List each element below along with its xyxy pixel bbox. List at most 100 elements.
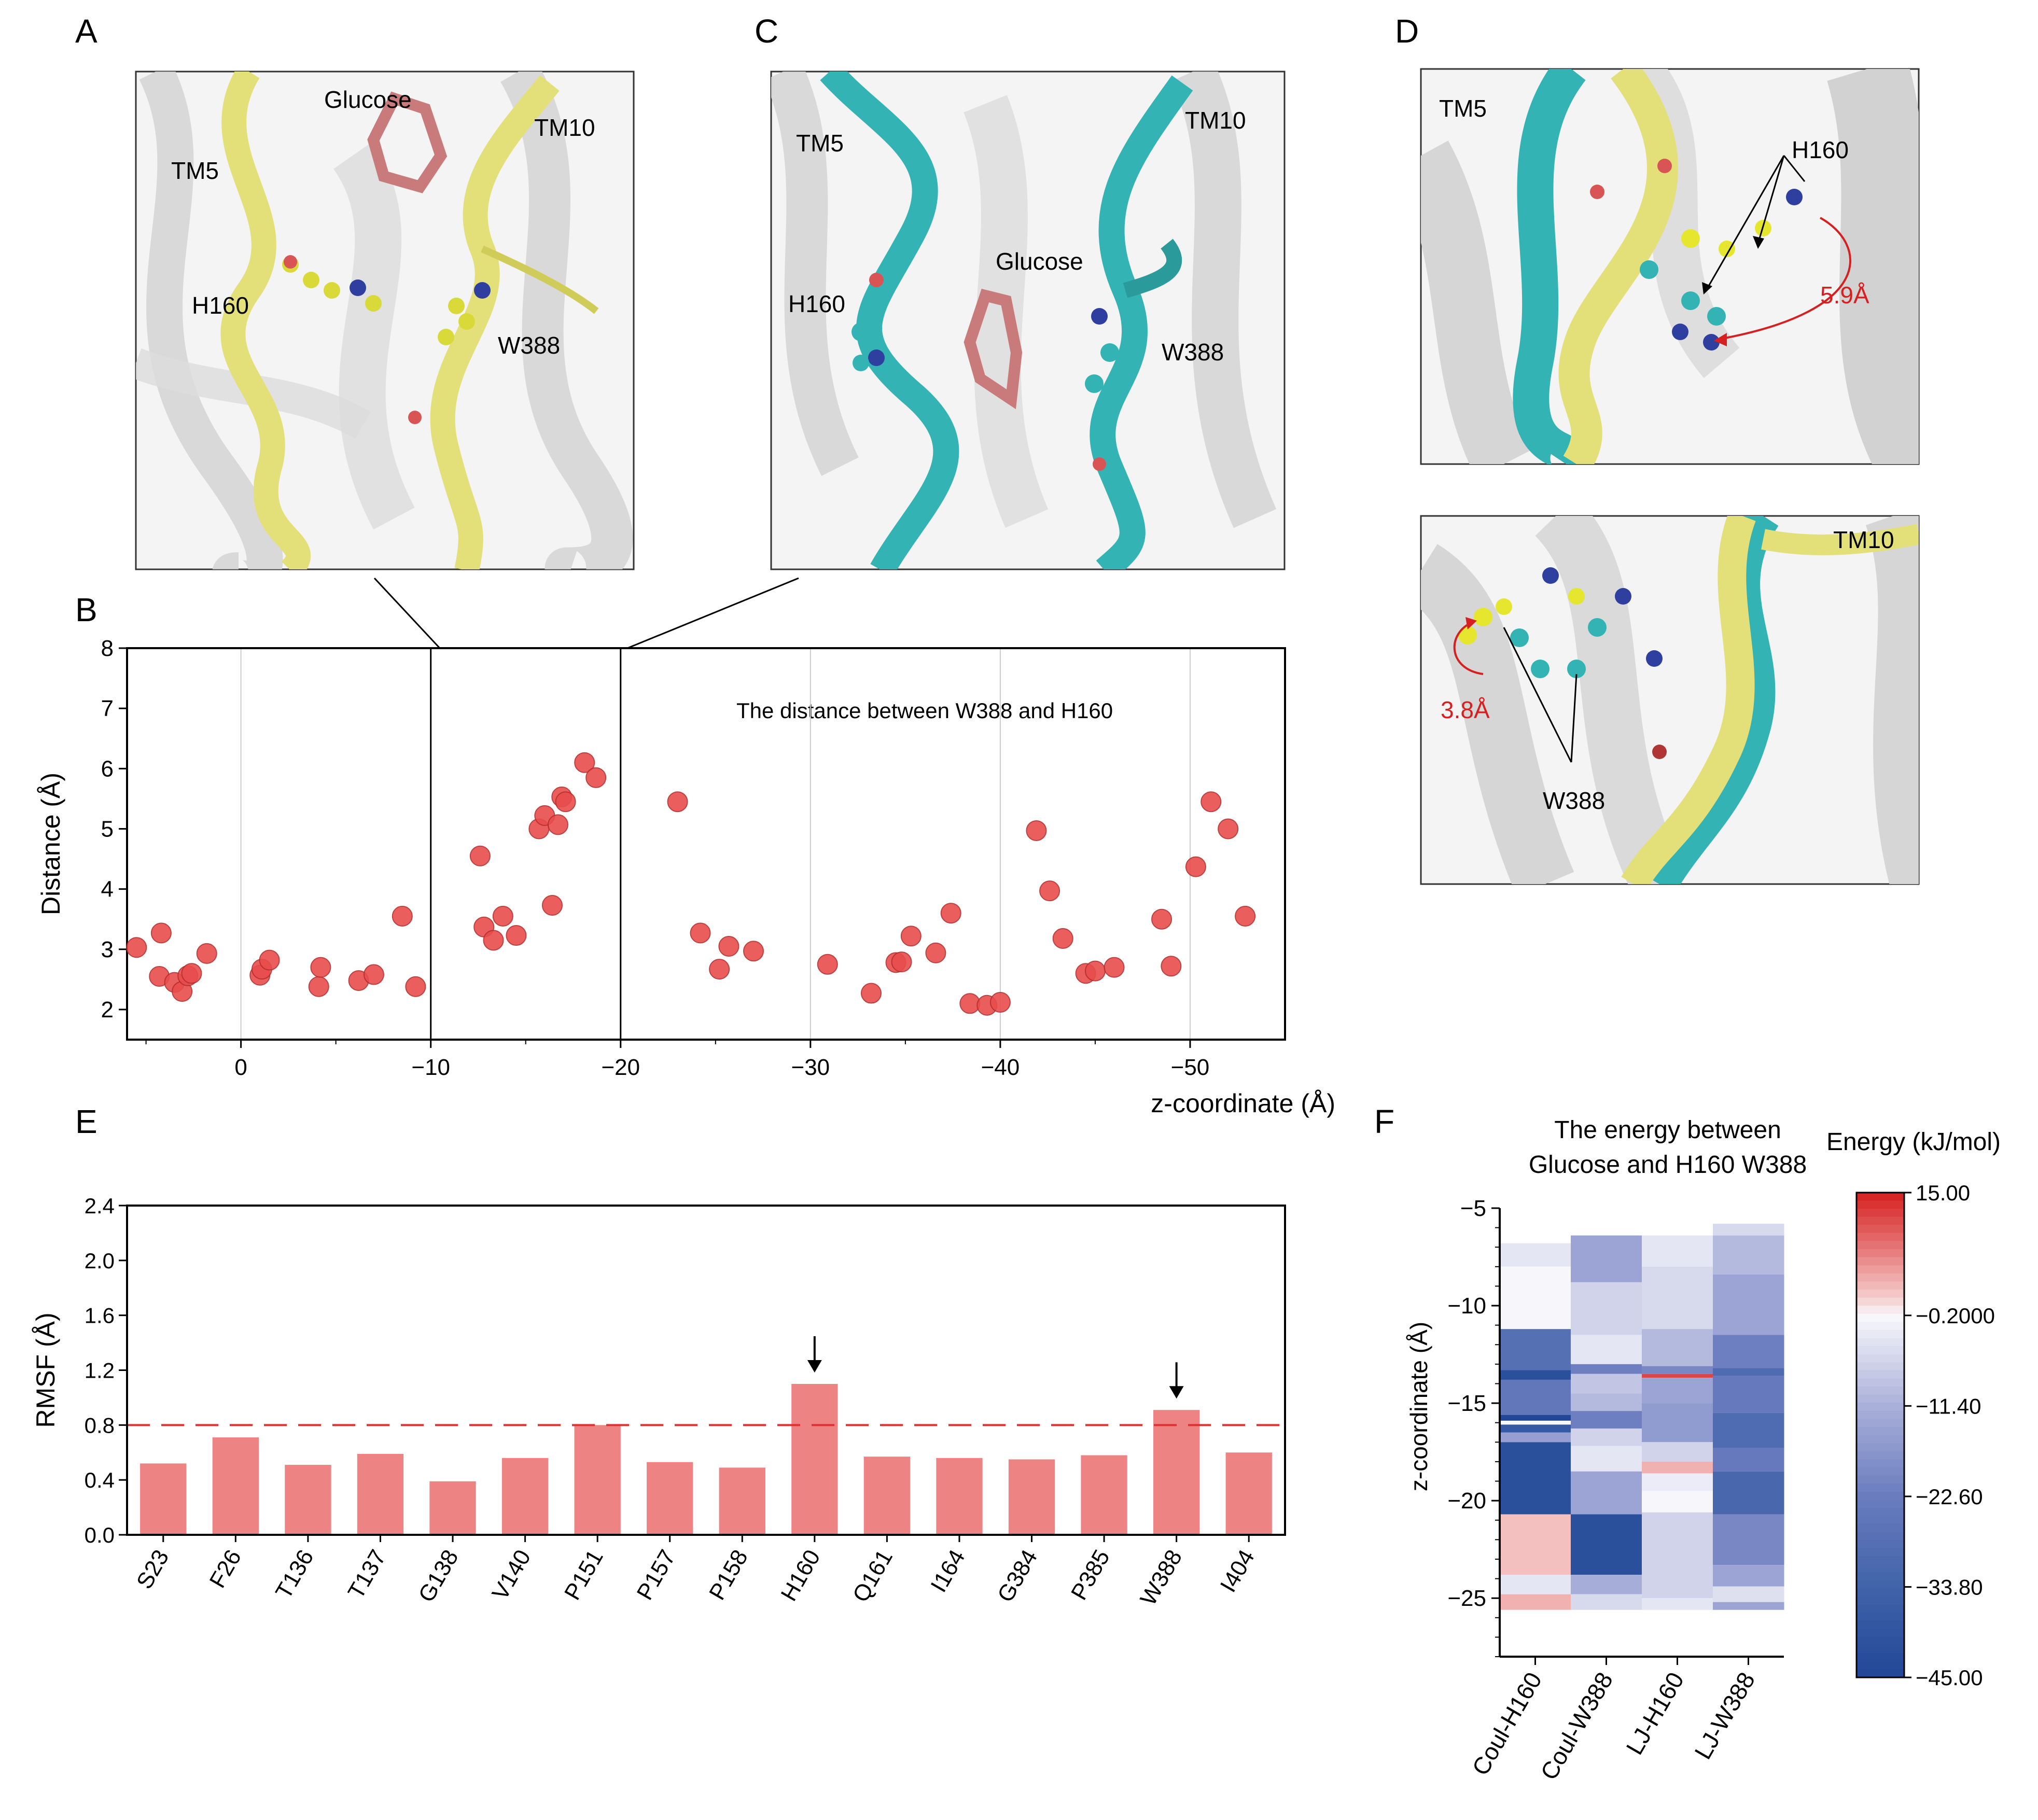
data-point	[1151, 908, 1172, 930]
heatmap-cell	[1642, 1378, 1713, 1404]
xtick-label-e: T137	[343, 1546, 392, 1603]
helix-tm10-yellow	[1621, 516, 1756, 884]
heatmap-cell	[1500, 1415, 1571, 1421]
heatmap-cell	[1571, 1393, 1642, 1411]
ytick-label-e: 2.0	[85, 1249, 115, 1273]
heatmap-cell	[1642, 1374, 1713, 1378]
colorbar-segment	[1856, 1370, 1904, 1379]
heatmap-cell	[1713, 1586, 1784, 1602]
colorbar-segment	[1856, 1387, 1904, 1395]
heatmap-cell	[1642, 1442, 1713, 1462]
xtick-label-e: P151	[560, 1546, 608, 1604]
xtick-label-e: V140	[487, 1546, 536, 1604]
data-point	[1026, 820, 1047, 841]
colorbar-segment	[1856, 1354, 1904, 1363]
data-point	[690, 922, 711, 944]
data-point	[259, 949, 280, 971]
colorbar-segment	[1856, 1338, 1904, 1347]
data-point	[310, 957, 331, 978]
arrow-icon	[1757, 155, 1785, 244]
bar-chart-e: RMSF (Å) 0.0 0.4 0.8 1.2 1.6 2.0 2.4 S23 F26 T136…	[31, 1194, 1286, 1610]
colorbar-segment	[1856, 1419, 1904, 1427]
data-point	[483, 930, 504, 951]
distance-arc-icon-d2	[1453, 621, 1484, 675]
heatmap-cell	[1571, 1374, 1642, 1394]
heatmap-cell	[1642, 1329, 1713, 1366]
colorbar-segment	[1856, 1620, 1904, 1630]
colorbar-tick-label: −0.2000	[1916, 1304, 1995, 1328]
xtick-label-e: G384	[993, 1546, 1042, 1607]
data-point	[181, 963, 202, 984]
helix-tm5-cyan	[1513, 69, 1586, 464]
heatmap-cell	[1713, 1376, 1784, 1413]
colorbar-segment	[1856, 1597, 1904, 1605]
chart-f-ylabel: z-coordinate (Å)	[1405, 1322, 1432, 1491]
heatmap-cell	[1713, 1412, 1784, 1448]
xtick-label-b: −40	[981, 1055, 1020, 1080]
chart-e-ylabel: RMSF (Å)	[31, 1312, 60, 1427]
plot-frame-b	[126, 647, 1286, 1041]
data-point	[1185, 856, 1206, 877]
colorbar-segment	[1856, 1225, 1904, 1234]
data-point	[743, 941, 764, 962]
data-point	[860, 983, 882, 1004]
ytick-label-f: −25	[1447, 1586, 1486, 1611]
colorbar-segment	[1856, 1459, 1904, 1468]
colorbar-segment	[1856, 1193, 1904, 1201]
colorbar-segment	[1856, 1467, 1904, 1476]
heatmap-cell	[1500, 1594, 1571, 1610]
label-c-tm10: TM10	[1185, 107, 1246, 134]
panel-label-b: B	[75, 591, 97, 628]
helix-tm10	[430, 75, 560, 569]
colorbar-segment	[1856, 1435, 1904, 1444]
data-point	[718, 935, 739, 957]
connector-a-b	[373, 577, 441, 649]
data-point	[308, 976, 329, 997]
bar-t137	[357, 1453, 404, 1535]
label-d-w388: W388	[1543, 787, 1605, 814]
xtick-label-e: S23	[132, 1546, 174, 1593]
data-point	[1235, 905, 1256, 927]
ytick-label-e: 1.6	[85, 1304, 115, 1328]
colorbar-segment	[1856, 1523, 1904, 1533]
colorbar-segment	[1856, 1564, 1904, 1573]
ytick-label-f: −15	[1447, 1391, 1486, 1416]
structure-panel-a: Glucose TM5 TM10 H160 W388	[135, 71, 635, 570]
colorbar-segment	[1856, 1249, 1904, 1258]
xtick-label-e: T136	[271, 1546, 319, 1603]
colorbar-segment	[1856, 1443, 1904, 1452]
colorbar-segment	[1856, 1273, 1904, 1282]
data-point	[585, 767, 607, 788]
colorbar-segment	[1856, 1200, 1904, 1209]
colorbar-segment	[1856, 1313, 1904, 1323]
ytick-label-f: −20	[1447, 1488, 1486, 1514]
data-point	[392, 905, 413, 927]
xtick-label-e: I164	[926, 1546, 970, 1597]
colorbar-segment	[1856, 1645, 1904, 1654]
ytick-label-f: −10	[1447, 1293, 1486, 1319]
data-point	[405, 976, 426, 997]
ytick-label-b: 8	[101, 636, 114, 661]
heatmap-cell	[1571, 1428, 1642, 1446]
colorbar-segment	[1856, 1661, 1904, 1670]
ytick-label-b: 5	[101, 816, 114, 842]
colorbar-segment	[1856, 1588, 1904, 1597]
colorbar-segment	[1856, 1637, 1904, 1646]
data-point	[555, 791, 576, 813]
colorbar-title: Energy (kJ/mol)	[1826, 1128, 2001, 1156]
ytick-label-b: 7	[101, 696, 114, 721]
colorbar-segment	[1856, 1281, 1904, 1290]
heatmap-cell	[1500, 1442, 1571, 1515]
data-point	[900, 926, 922, 947]
plot-frame-e	[126, 1205, 1286, 1536]
colorbar-segment	[1856, 1403, 1904, 1411]
xtick-label-b: −20	[601, 1055, 640, 1080]
ytick-label-e: 2.4	[85, 1194, 115, 1218]
heatmap-cell	[1642, 1491, 1713, 1513]
heatmap-cell	[1571, 1411, 1642, 1429]
colorbar-segment	[1856, 1483, 1904, 1492]
heatmap-cell	[1642, 1235, 1713, 1267]
colorbar-segment	[1856, 1540, 1904, 1549]
xtick-label-e: P157	[632, 1546, 681, 1604]
